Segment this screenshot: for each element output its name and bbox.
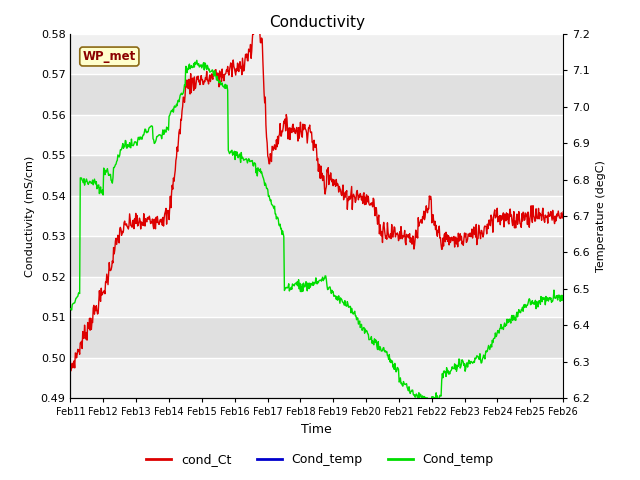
Bar	[70, 34, 563, 74]
Title: Conductivity: Conductivity	[269, 15, 365, 30]
Bar	[70, 74, 563, 115]
Text: WP_met: WP_met	[83, 50, 136, 63]
Y-axis label: Conductivity (mS/cm): Conductivity (mS/cm)	[25, 156, 35, 276]
Bar	[70, 277, 563, 317]
Bar	[70, 115, 563, 155]
Bar	[70, 196, 563, 236]
Bar	[70, 155, 563, 196]
Y-axis label: Temperature (degC): Temperature (degC)	[596, 160, 605, 272]
Legend: cond_Ct, Cond_temp, Cond_temp: cond_Ct, Cond_temp, Cond_temp	[141, 448, 499, 471]
Bar	[70, 358, 563, 398]
Bar	[70, 236, 563, 277]
X-axis label: Time: Time	[301, 423, 332, 436]
Bar	[70, 317, 563, 358]
